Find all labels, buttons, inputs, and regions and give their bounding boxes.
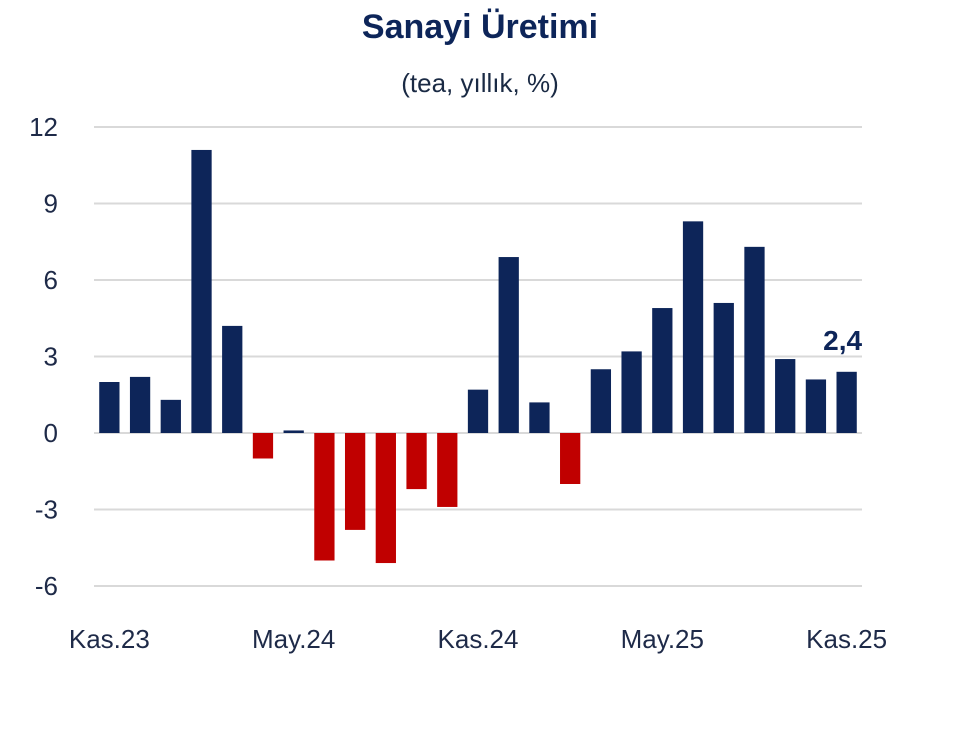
chart-title: Sanayi Üretimi xyxy=(362,8,598,46)
bar-Eyl.24 xyxy=(406,433,427,490)
bar-Kas.25 xyxy=(836,371,857,433)
bar-Tem.24 xyxy=(344,433,366,530)
bar-Tem.25 xyxy=(713,302,734,433)
bar-Şub.24 xyxy=(191,149,212,433)
x-tick-label: Kas.25 xyxy=(806,624,887,654)
bar-Şub.25 xyxy=(560,433,581,484)
x-tick-label: Kas.24 xyxy=(438,624,519,654)
bar-Kas.23 xyxy=(99,382,120,433)
annotations: 2,4 xyxy=(823,325,862,356)
y-tick-label: 6 xyxy=(44,265,58,295)
bar-Mar.25 xyxy=(590,369,612,433)
bar-Ara.24 xyxy=(498,257,519,433)
bar-Kas.24 xyxy=(467,389,489,433)
y-axis-ticks: 12 9 6 3 0 -3 -6 xyxy=(29,112,58,601)
y-tick-label: 3 xyxy=(44,342,58,372)
bars xyxy=(99,149,857,564)
bar-Haz.25 xyxy=(682,221,704,433)
x-tick-label: May.25 xyxy=(621,624,704,654)
bar-Ağu.25 xyxy=(744,246,765,433)
bar-Oca.24 xyxy=(160,399,181,433)
bar-Eki.25 xyxy=(805,379,827,433)
y-tick-label: 9 xyxy=(44,189,58,219)
bar-Mar.24 xyxy=(222,325,243,433)
bar-May.25 xyxy=(652,308,673,433)
y-tick-label: -3 xyxy=(35,495,58,525)
bar-Eki.24 xyxy=(437,433,458,507)
data-label-last: 2,4 xyxy=(823,325,862,356)
bar-May.24 xyxy=(283,430,304,433)
x-axis-ticks: Kas.23 May.24 Kas.24 May.25 Kas.25 xyxy=(69,624,887,654)
bar-Ağu.24 xyxy=(375,433,396,564)
x-tick-label: Kas.23 xyxy=(69,624,150,654)
bar-Haz.24 xyxy=(314,433,335,561)
bar-Ara.23 xyxy=(129,376,151,433)
bar-Nis.24 xyxy=(252,433,274,459)
y-tick-label: 0 xyxy=(44,418,58,448)
bar-Oca.25 xyxy=(529,402,550,433)
y-tick-label: -6 xyxy=(35,571,58,601)
bar-Nis.25 xyxy=(621,351,642,433)
bar-Eyl.25 xyxy=(775,359,796,433)
x-tick-label: May.24 xyxy=(252,624,335,654)
chart-subtitle: (tea, yıllık, %) xyxy=(401,68,558,98)
y-tick-label: 12 xyxy=(29,112,58,142)
